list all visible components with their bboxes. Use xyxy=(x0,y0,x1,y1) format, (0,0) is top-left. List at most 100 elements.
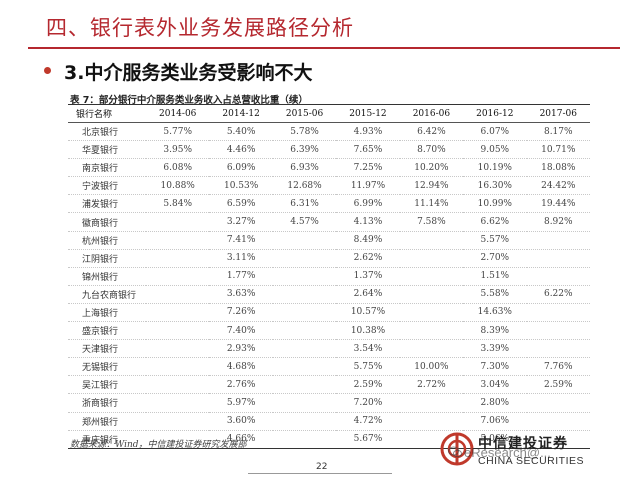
value-cell: 7.06% xyxy=(463,412,527,431)
value-cell: 6.31% xyxy=(272,194,337,214)
value-cell: 8.17% xyxy=(526,122,590,142)
value-cell: 10.20% xyxy=(399,158,464,178)
value-cell: 12.94% xyxy=(399,176,464,196)
bank-name-cell: 华夏银行 xyxy=(68,140,146,160)
value-cell xyxy=(399,267,464,286)
value-cell xyxy=(272,321,337,341)
table-row: 浙商银行 5.97% 7.20% 2.80% xyxy=(68,393,590,413)
table-row: 江阴银行 3.11% 2.62% 2.70% xyxy=(68,249,590,268)
value-cell: 1.77% xyxy=(209,267,273,286)
source-note: 数据来源：Wind，中信建投证券研究发展部 xyxy=(70,440,247,450)
table-container: 银行名称 2014-06 2014-12 2015-06 2015-12 201… xyxy=(68,104,590,449)
value-cell: 10.88% xyxy=(146,176,210,196)
section-subtitle: 3.中介服务类业务受影响不大 xyxy=(64,62,313,84)
value-cell xyxy=(146,267,210,286)
value-cell: 5.75% xyxy=(336,357,400,377)
title-divider xyxy=(28,47,620,49)
value-cell: 18.08% xyxy=(526,158,590,178)
header-period: 2017-06 xyxy=(526,105,590,123)
header-bank-name: 银行名称 xyxy=(68,105,146,123)
value-cell: 3.54% xyxy=(336,339,400,359)
value-cell: 5.67% xyxy=(353,434,383,445)
value-cell: 7.41% xyxy=(209,231,273,250)
value-cell xyxy=(272,285,337,304)
header-period: 2015-12 xyxy=(336,105,400,123)
value-cell: 3.63% xyxy=(209,285,273,304)
bank-name-cell: 浙商银行 xyxy=(68,393,146,413)
value-cell: 2.59% xyxy=(336,375,400,395)
bank-name-cell: 九台农商银行 xyxy=(68,285,146,304)
wechat-icon xyxy=(448,446,462,458)
value-cell: 2.59% xyxy=(526,375,590,395)
value-cell: 3.60% xyxy=(209,412,273,431)
value-cell xyxy=(272,267,337,286)
value-cell: 6.08% xyxy=(146,158,210,178)
bank-name-cell: 杭州银行 xyxy=(68,231,146,250)
value-cell xyxy=(146,212,210,232)
table-row: 盛京银行 7.40% 10.38% 8.39% xyxy=(68,321,590,341)
value-cell xyxy=(272,249,337,268)
value-cell: 7.76% xyxy=(526,357,590,377)
value-cell xyxy=(399,321,464,341)
value-cell: 4.13% xyxy=(336,212,400,232)
bank-name-cell: 江阴银行 xyxy=(68,249,146,268)
value-cell: 5.58% xyxy=(463,285,527,304)
value-cell: 19.44% xyxy=(526,194,590,214)
value-cell: 8.70% xyxy=(399,140,464,160)
bank-name-cell: 宁波银行 xyxy=(68,176,146,196)
value-cell xyxy=(272,339,337,359)
bullet-icon xyxy=(44,67,51,74)
value-cell: 3.11% xyxy=(209,249,273,268)
value-cell xyxy=(399,339,464,359)
value-cell: 7.26% xyxy=(209,303,273,323)
bank-name-cell: 吴江银行 xyxy=(68,375,146,395)
table-row: 北京银行 5.77% 5.40% 5.78% 4.93% 6.42% 6.07% 8.17% xyxy=(68,122,590,142)
value-cell xyxy=(526,267,590,286)
value-cell: 7.58% xyxy=(399,212,464,232)
bank-name-cell: 天津银行 xyxy=(68,339,146,359)
table-row: 南京银行 6.08% 6.09% 6.93% 7.25% 10.20% 10.19% 18.0… xyxy=(68,158,590,178)
page-number: 22 xyxy=(316,462,328,472)
value-cell xyxy=(399,249,464,268)
table-row: 华夏银行 3.95% 4.46% 6.39% 7.65% 8.70% 9.05% 10.71% xyxy=(68,140,590,160)
header-period: 2014-12 xyxy=(209,105,273,123)
value-cell xyxy=(399,393,464,413)
value-cell: 6.22% xyxy=(526,285,590,304)
bank-name-cell: 盛京银行 xyxy=(68,321,146,341)
value-cell: 5.77% xyxy=(146,122,210,142)
value-cell: 2.93% xyxy=(209,339,273,359)
value-cell xyxy=(146,357,210,377)
value-cell: 10.53% xyxy=(209,176,273,196)
value-cell: 4.68% xyxy=(209,357,273,377)
value-cell: 10.00% xyxy=(399,357,464,377)
value-cell xyxy=(399,303,464,323)
value-cell: 6.62% xyxy=(463,212,527,232)
value-cell: 6.99% xyxy=(336,194,400,214)
value-cell: 4.72% xyxy=(336,412,400,431)
value-cell: 3.39% xyxy=(463,339,527,359)
value-cell: 1.51% xyxy=(463,267,527,286)
value-cell xyxy=(272,231,337,250)
value-cell: 6.07% xyxy=(463,122,527,142)
value-cell: 4.93% xyxy=(336,122,400,142)
bank-name-cell: 徽商银行 xyxy=(68,212,146,232)
value-cell xyxy=(526,393,590,413)
table-row: 重庆银行 4.66% 5.67% 5.06% xyxy=(68,430,590,448)
value-cell: 2.76% xyxy=(209,375,273,395)
value-cell: 10.99% xyxy=(463,194,527,214)
value-cell: 16.30% xyxy=(463,176,527,196)
bank-name-cell: 上海银行 xyxy=(68,303,146,323)
value-cell xyxy=(526,321,590,341)
table-row: 浦发银行 5.84% 6.59% 6.31% 6.99% 11.14% 10.99% 19.4… xyxy=(68,194,590,214)
value-cell: 6.09% xyxy=(209,158,273,178)
value-cell xyxy=(272,357,337,377)
value-cell: 10.71% xyxy=(526,140,590,160)
value-cell: 3.27% xyxy=(209,212,273,232)
watermark-text: eResearch@... xyxy=(464,445,551,460)
value-cell xyxy=(146,249,210,268)
bank-name-cell: 浦发银行 xyxy=(68,194,146,214)
value-cell xyxy=(146,393,210,413)
value-cell: 4.46% xyxy=(209,140,273,160)
value-cell: 6.93% xyxy=(272,158,337,178)
value-cell xyxy=(399,285,464,304)
